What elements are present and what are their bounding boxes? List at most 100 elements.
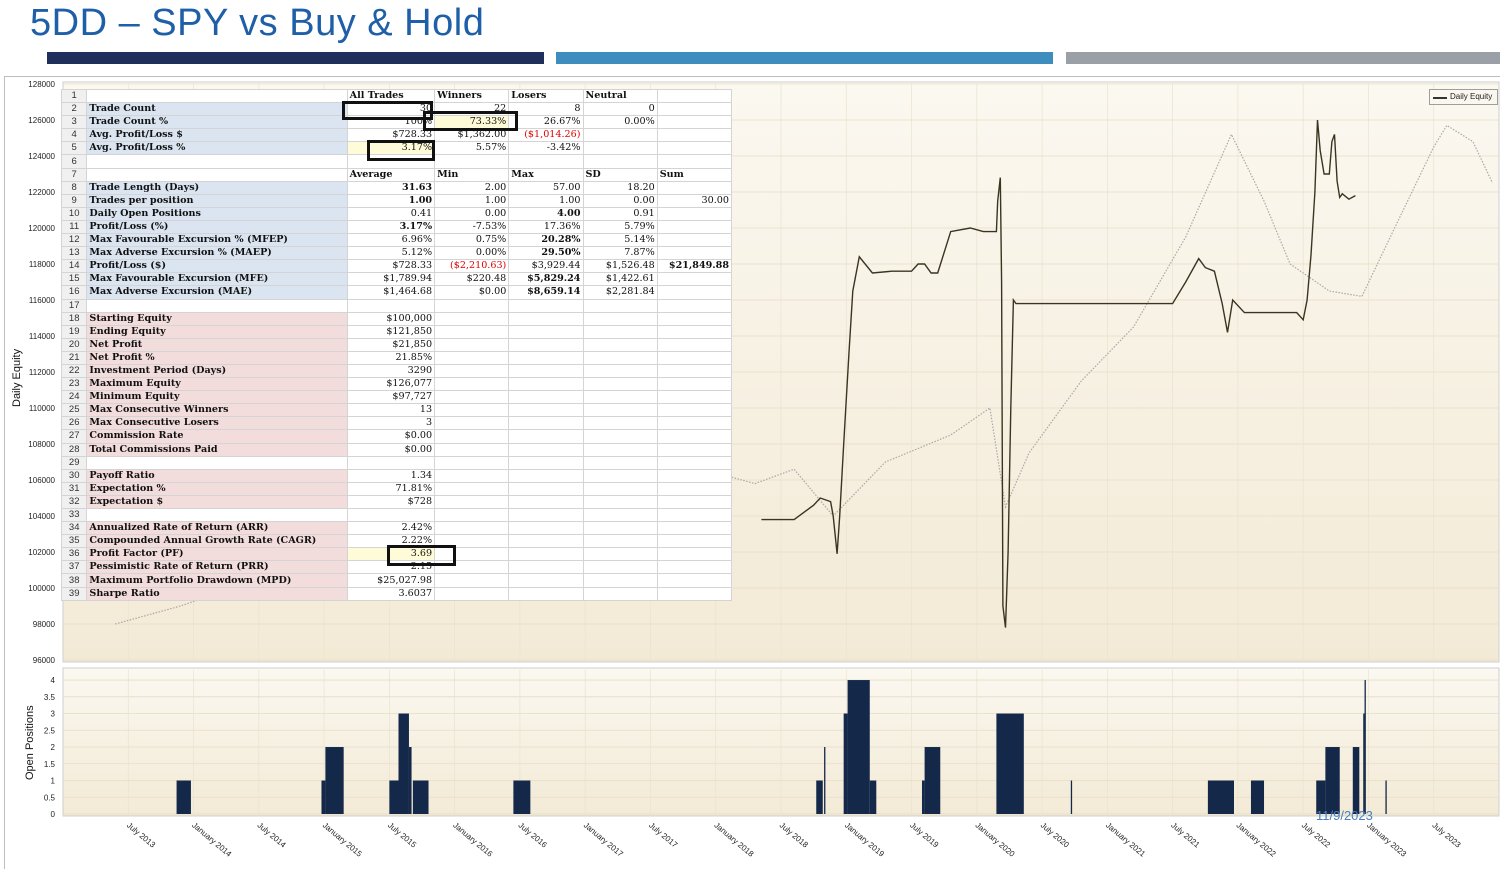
column-header: Winners: [434, 88, 510, 104]
x-tick-label: July 2021: [1169, 821, 1201, 850]
stat-value: [434, 298, 510, 313]
stat-label: [86, 455, 348, 470]
equity-y-tick-label: 110000: [29, 404, 56, 413]
stat-value: [582, 416, 658, 431]
open-positions-bar: [847, 680, 870, 814]
stats-row: 1 All Trades Winners Losers Neutral: [60, 88, 733, 104]
stat-label: Total Commissions Paid: [86, 442, 348, 457]
equity-y-tick-label: 128000: [28, 80, 55, 89]
row-number: 31: [60, 481, 88, 496]
stat-value: [582, 350, 658, 365]
stat-value: [508, 547, 584, 562]
x-tick-label: July 2020: [1039, 821, 1071, 850]
stat-value: [346, 154, 436, 169]
stat-label: Sharpe Ratio: [86, 586, 348, 601]
stat-value: [434, 481, 510, 496]
stat-value: 7.87%: [582, 246, 658, 261]
stat-value: [582, 324, 658, 339]
stat-value: [346, 507, 436, 523]
stat-value: [582, 377, 658, 392]
stat-value: 1.00: [346, 193, 436, 208]
stat-value: [656, 403, 733, 418]
stat-label: Max Favourable Excursion % (MFEP): [86, 233, 348, 248]
stats-row: 33: [60, 507, 733, 523]
open-positions-bar: [921, 780, 925, 814]
stat-value: 3.17%: [346, 141, 436, 156]
open-positions-bar: [1352, 747, 1360, 814]
equity-y-tick-label: 96000: [33, 656, 56, 665]
stat-value: 100%: [346, 115, 436, 130]
column-header: Neutral: [582, 88, 658, 104]
positions-y-tick-label: 1: [51, 777, 56, 786]
stat-value: 73.33%: [434, 115, 510, 130]
equity-y-tick-label: 98000: [33, 620, 56, 629]
row-number: 15: [60, 272, 88, 287]
stat-label: Payoff Ratio: [86, 468, 348, 483]
row-number: 14: [60, 259, 88, 274]
equity-y-tick-label: 102000: [28, 548, 55, 557]
stat-value: 0.00%: [434, 246, 510, 261]
stats-row: 21 Net Profit % 21.85%: [60, 350, 733, 365]
stat-value: [582, 534, 658, 549]
stat-value: $100,000: [346, 311, 436, 326]
x-tick-label: January 2017: [582, 821, 625, 859]
stat-value: $121,850: [346, 324, 436, 339]
stat-value: [434, 455, 510, 470]
stat-label: Max Adverse Excursion % (MAEP): [86, 246, 348, 261]
stat-value: $97,727: [346, 390, 436, 405]
stat-label: Expectation $: [86, 494, 348, 510]
positions-y-tick-label: 1.5: [44, 760, 56, 769]
stats-row: 32 Expectation $ $728: [60, 494, 733, 510]
stat-value: [656, 128, 733, 143]
stat-value: [508, 416, 584, 431]
stat-value: 8: [508, 102, 584, 117]
stat-value: [582, 547, 658, 562]
row-number: 3: [60, 115, 88, 130]
open-positions-bar: [1316, 780, 1326, 814]
stat-value: [508, 337, 584, 352]
stat-value: [508, 560, 584, 575]
stats-row: 35 Compounded Annual Growth Rate (CAGR) 2.…: [60, 534, 733, 549]
stat-value: -7.53%: [434, 219, 510, 235]
stat-value: [434, 403, 510, 418]
stat-value: [434, 311, 510, 326]
row-number: 38: [60, 573, 88, 588]
equity-y-tick-label: 120000: [28, 224, 55, 233]
row-number: 17: [60, 298, 88, 313]
stats-row: 31 Expectation % 71.81%: [60, 481, 733, 496]
stat-value: [434, 390, 510, 405]
stats-row: 4 Avg. Profit/Loss $ $728.33 $1,362.00 ($1,0…: [60, 128, 733, 143]
daily-equity-line: [761, 119, 1356, 628]
row-number: 35: [60, 534, 88, 549]
title-accent-bar-dark: [47, 52, 544, 64]
stat-value: [656, 442, 733, 457]
equity-y-tick-label: 118000: [29, 260, 56, 269]
stat-value: [656, 272, 733, 287]
stat-value: 30.00: [656, 193, 733, 208]
stats-row: 3 Trade Count % 100% 73.33% 26.67% 0.00%: [60, 115, 733, 130]
row-number: 21: [60, 350, 88, 365]
stat-value: [656, 416, 733, 431]
stat-label: Net Profit %: [86, 350, 348, 365]
stat-value: 0.41: [346, 206, 436, 221]
stat-label: Profit/Loss ($): [86, 259, 348, 274]
stat-value: $8,659.14: [508, 285, 584, 300]
stats-row: 30 Payoff Ratio 1.34: [60, 468, 733, 483]
x-tick-label: January 2023: [1365, 821, 1408, 859]
stats-row: 19 Ending Equity $121,850: [60, 324, 733, 339]
open-positions-bar: [869, 780, 877, 814]
stat-value: $728: [346, 494, 436, 510]
equity-y-tick-label: 106000: [28, 476, 55, 485]
stat-value: [434, 586, 510, 601]
stat-value: 30: [346, 102, 436, 117]
x-tick-label: July 2022: [1300, 821, 1332, 850]
stat-label: Daily Open Positions: [86, 206, 348, 221]
stat-value: [582, 481, 658, 496]
stat-value: [508, 468, 584, 483]
stat-value: 0.75%: [434, 233, 510, 248]
stat-value: 0: [582, 102, 658, 117]
row-number: 12: [60, 233, 88, 248]
column-header: Losers: [508, 88, 584, 104]
stat-value: 3.17%: [346, 219, 436, 235]
stat-value: 31.63: [346, 180, 436, 195]
